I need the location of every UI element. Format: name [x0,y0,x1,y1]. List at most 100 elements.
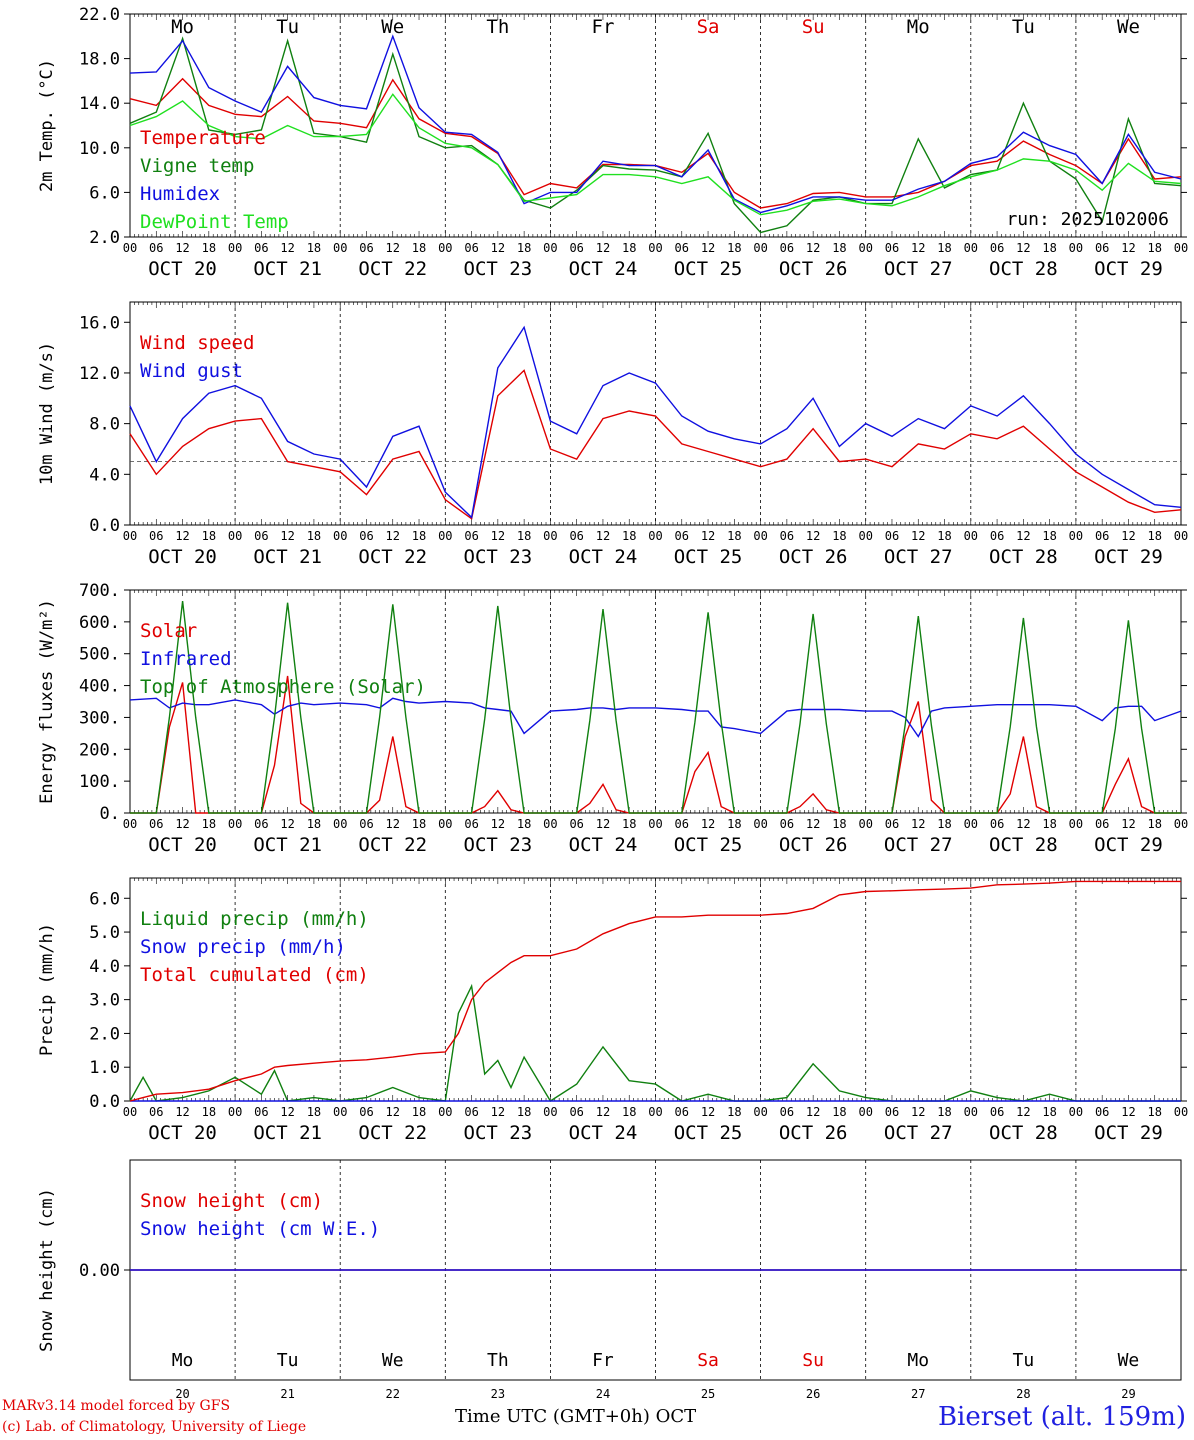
hour-tick-label: 06 [254,1105,268,1119]
day-label: OCT 25 [674,834,743,856]
hour-tick-label: 06 [149,817,163,831]
hour-tick-label: 18 [202,241,216,255]
hour-tick-label: 12 [386,1105,400,1119]
day-label: OCT 27 [884,1122,953,1144]
y-axis-title: Snow height (cm) [37,1188,57,1352]
hour-tick-label: 06 [254,817,268,831]
hour-tick-label: 00 [648,817,662,831]
hour-tick-label: 00 [753,817,767,831]
hour-tick-label: 00 [543,241,557,255]
legend-entry: DewPoint Temp [140,211,289,233]
hour-tick-label: 18 [727,241,741,255]
hour-tick-label: 12 [175,1105,189,1119]
y-tick-label: 4.0 [89,465,120,485]
legend-entry: Top of Atmosphere (Solar) [140,676,426,698]
y-tick-label: 2.0 [89,1024,120,1044]
day-label: OCT 24 [569,834,638,856]
y-axis-title: Energy fluxes (W/m²) [37,599,57,804]
day-label: OCT 25 [674,258,743,280]
hour-tick-label: 06 [675,1105,689,1119]
y-tick-label: 12.0 [79,364,120,384]
hour-tick-label: 00 [753,1105,767,1119]
day-number-label: 29 [1121,1387,1135,1400]
hour-tick-label: 12 [806,241,820,255]
legend-entry: Wind speed [140,332,254,354]
day-number-label: 27 [911,1387,925,1400]
hour-tick-label: 18 [202,1105,216,1119]
hour-tick-label: 00 [753,529,767,543]
hour-tick-label: 18 [517,529,531,543]
legend-entry: Temperature [140,127,266,149]
hour-tick-label: 00 [1174,529,1188,543]
y-tick-label: 1.0 [89,1058,120,1078]
hour-tick-label: 18 [727,1105,741,1119]
y-tick-label: 3.0 [89,991,120,1011]
hour-tick-label: 12 [701,1105,715,1119]
legend-entry: Vigne temp [140,155,254,177]
hour-tick-label: 00 [648,241,662,255]
hour-tick-label: 06 [990,817,1004,831]
hour-tick-label: 06 [254,241,268,255]
series-line-top-of-atmosphere-solar- [130,601,1181,814]
hour-tick-label: 00 [753,241,767,255]
run-label: run: 2025102006 [1006,209,1169,230]
day-label: OCT 28 [989,546,1058,568]
day-label: OCT 26 [779,1122,848,1144]
y-tick-label: 500. [79,645,120,665]
day-label: OCT 20 [148,834,217,856]
weekday-label: Tu [1013,1350,1035,1371]
hour-tick-label: 00 [438,817,452,831]
day-label: OCT 24 [569,258,638,280]
hour-tick-label: 12 [175,817,189,831]
y-tick-label: 5.0 [89,923,120,943]
day-label: OCT 27 [884,834,953,856]
hour-tick-label: 00 [1069,241,1083,255]
series-line-wind-gust [129,325,1182,519]
hour-tick-label: 06 [885,817,899,831]
day-label: OCT 24 [569,1122,638,1144]
hour-tick-label: 00 [964,241,978,255]
hour-tick-label: 18 [1042,241,1056,255]
hour-tick-label: 12 [1016,1105,1030,1119]
legend-entry: Solar [140,620,197,642]
day-number-label: 23 [491,1387,505,1400]
hour-tick-label: 12 [1016,529,1030,543]
series-line-total-cumulated-cm- [129,880,1181,1102]
hour-tick-label: 00 [123,241,137,255]
hour-tick-label: 12 [491,817,505,831]
hour-tick-label: 12 [701,817,715,831]
day-label: OCT 26 [779,258,848,280]
hour-tick-label: 18 [412,241,426,255]
hour-tick-label: 00 [123,817,137,831]
hour-tick-label: 00 [438,1105,452,1119]
day-label: OCT 23 [464,1122,533,1144]
hour-tick-label: 18 [937,529,951,543]
hour-tick-label: 00 [858,1105,872,1119]
hour-tick-label: 06 [569,817,583,831]
day-number-label: 28 [1016,1387,1030,1400]
hour-tick-label: 12 [911,529,925,543]
legend-entry: Snow height (cm) [140,1190,323,1212]
hour-tick-label: 12 [596,1105,610,1119]
weekday-label: Mo [171,16,194,38]
hour-tick-label: 12 [1016,817,1030,831]
hour-tick-label: 06 [990,1105,1004,1119]
day-label: OCT 23 [464,546,533,568]
hour-tick-label: 12 [701,529,715,543]
day-label: OCT 22 [358,258,427,280]
y-tick-label: 14.0 [79,94,120,114]
hour-tick-label: 18 [202,529,216,543]
legend-entry: Snow precip (mm/h) [140,936,346,958]
hour-tick-label: 00 [333,817,347,831]
y-tick-label: 200. [79,740,120,760]
hour-tick-label: 00 [1174,817,1188,831]
weekday-label: We [382,1350,404,1371]
hour-tick-label: 06 [675,241,689,255]
hour-tick-label: 18 [622,241,636,255]
hour-tick-label: 00 [1069,1105,1083,1119]
legend-entry: Snow height (cm W.E.) [140,1218,380,1240]
day-number-label: 21 [280,1387,294,1400]
hour-tick-label: 00 [648,529,662,543]
hour-tick-label: 06 [1095,817,1109,831]
hour-tick-label: 12 [280,1105,294,1119]
